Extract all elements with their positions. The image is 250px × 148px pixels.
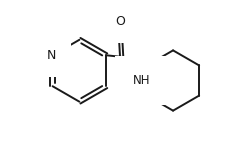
Text: N: N xyxy=(46,49,56,62)
Text: NH: NH xyxy=(132,74,150,87)
Text: O: O xyxy=(115,15,125,28)
